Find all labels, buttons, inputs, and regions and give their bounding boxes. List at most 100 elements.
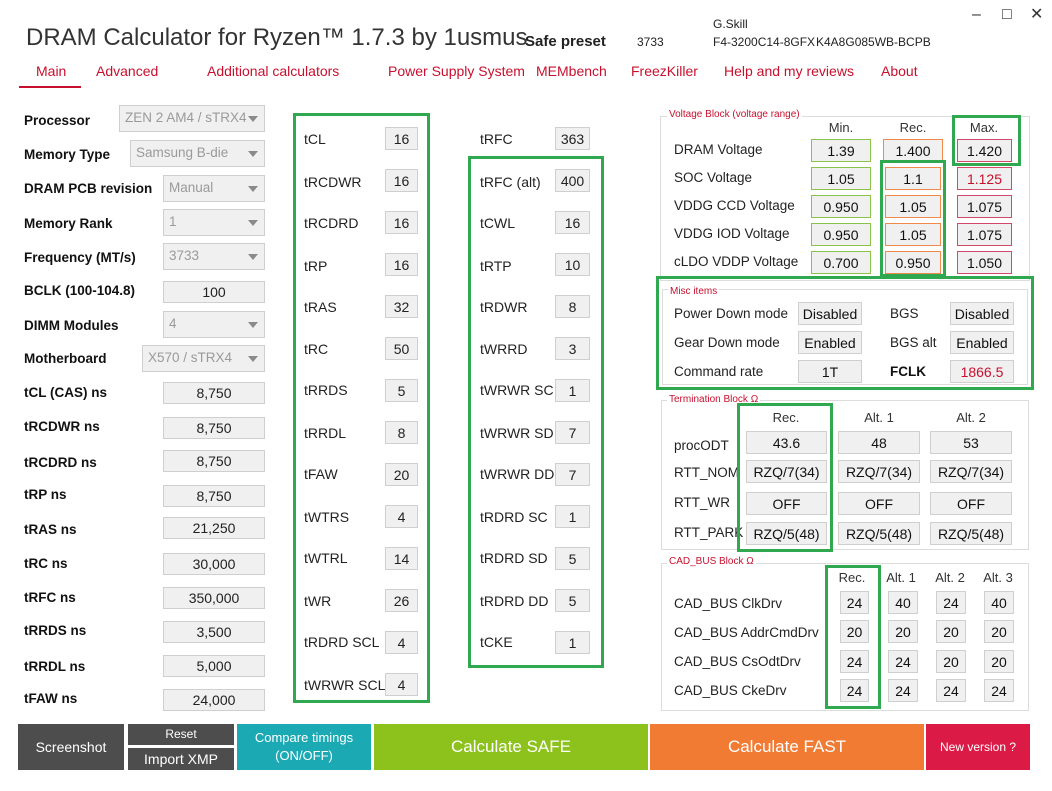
active-tab-underline <box>19 86 81 88</box>
cad-value: 20 <box>888 620 918 643</box>
calculate-fast-button[interactable]: Calculate FAST <box>650 724 924 770</box>
chevron-down-icon <box>248 254 258 260</box>
timing-label: tRFC (alt) <box>480 174 541 190</box>
memory-type-select[interactable]: Samsung B-die <box>130 140 265 167</box>
misc-block-title: Misc items <box>668 286 720 297</box>
termination-value: OFF <box>930 492 1012 515</box>
cad-value: 20 <box>984 620 1014 643</box>
minimize-icon[interactable]: – <box>972 6 981 23</box>
frequency-select[interactable]: 3733 <box>163 243 265 270</box>
timing-value: 4 <box>385 631 418 654</box>
ns-value: 8,750 <box>163 417 265 439</box>
reset-button[interactable]: Reset <box>128 724 234 745</box>
termination-header-alt1: Alt. 1 <box>864 410 894 425</box>
voltage-rec-value: 1.05 <box>885 223 941 246</box>
termination-header-rec: Rec. <box>772 410 800 425</box>
cad-value: 20 <box>936 650 966 673</box>
termination-row-label: RTT_WR <box>674 495 730 510</box>
chevron-down-icon <box>248 116 258 122</box>
timing-label: tRCDRD <box>304 215 359 231</box>
tab-about[interactable]: About <box>881 63 918 79</box>
voltage-block <box>660 116 1030 281</box>
power-down-mode-label: Power Down mode <box>674 306 789 321</box>
timing-label: tRC <box>304 341 329 357</box>
misc-block <box>662 289 1028 385</box>
ns-label: tRC ns <box>24 556 68 571</box>
app-title: DRAM Calculator for Ryzen™ 1.7.3 by 1usm… <box>26 24 528 51</box>
voltage-rec-value: 1.1 <box>885 167 941 190</box>
bgs-alt-label: BGS alt <box>890 335 937 350</box>
timing-value: 5 <box>555 589 590 612</box>
timing-value: 8 <box>555 295 590 318</box>
calculate-safe-button[interactable]: Calculate SAFE <box>374 724 648 770</box>
ns-value: 8,750 <box>163 450 265 472</box>
voltage-row-label: VDDG CCD Voltage <box>674 198 795 213</box>
memory-rank-label: Memory Rank <box>24 216 113 231</box>
timing-value: 32 <box>385 295 418 318</box>
memory-type-label: Memory Type <box>24 147 111 162</box>
ns-label: tRCDWR ns <box>24 419 100 434</box>
ns-label: tRP ns <box>24 487 67 502</box>
termination-value: RZQ/7(34) <box>746 460 827 483</box>
timing-value: 363 <box>555 127 590 150</box>
termination-row-label: RTT_PARK <box>674 525 744 540</box>
ns-label: tRRDS ns <box>24 623 87 638</box>
timing-value: 50 <box>385 337 418 360</box>
voltage-header-rec: Rec. <box>899 120 927 135</box>
import-xmp-button[interactable]: Import XMP <box>128 748 234 770</box>
maximize-icon[interactable]: □ <box>1002 6 1012 23</box>
fclk-label: FCLK <box>890 364 926 379</box>
timing-value: 16 <box>385 211 418 234</box>
processor-select[interactable]: ZEN 2 AM4 / sTRX4 <box>119 105 265 132</box>
voltage-max-value: 1.125 <box>957 167 1012 190</box>
fclk-value: 1866.5 <box>950 360 1014 383</box>
power-down-mode-value: Disabled <box>798 302 862 325</box>
termination-value: OFF <box>838 492 920 515</box>
close-icon[interactable]: ✕ <box>1030 6 1044 23</box>
compare-timings-toggle-label: (ON/OFF) <box>275 748 333 763</box>
tab-additional-calculators[interactable]: Additional calculators <box>207 63 340 79</box>
voltage-min-value: 1.39 <box>811 139 871 162</box>
pcb-revision-select[interactable]: Manual <box>163 175 265 202</box>
timings-highlight-box <box>293 113 430 703</box>
compare-timings-button[interactable]: Compare timings (ON/OFF) <box>237 724 371 770</box>
cad-header-alt3: Alt. 3 <box>983 570 1013 585</box>
cad-header-alt1: Alt. 1 <box>886 570 916 585</box>
cad-value: 24 <box>840 650 869 673</box>
new-version-button[interactable]: New version ? <box>926 724 1030 770</box>
motherboard-select[interactable]: X570 / sTRX4 <box>142 345 265 372</box>
command-rate-label: Command rate <box>674 364 764 379</box>
timing-value: 4 <box>385 673 418 696</box>
timing-value: 14 <box>385 547 418 570</box>
tab-membench[interactable]: MEMbench <box>536 63 607 79</box>
bclk-input[interactable]: 100 <box>163 281 265 303</box>
module-vendor: G.Skill <box>713 17 748 31</box>
tab-freezkiller[interactable]: FreezKiller <box>631 63 698 79</box>
ns-label: tFAW ns <box>24 691 78 706</box>
timing-value: 4 <box>385 505 418 528</box>
gear-down-mode-value: Enabled <box>798 331 862 354</box>
timing-label: tRAS <box>304 299 337 315</box>
termination-value: RZQ/5(48) <box>746 522 827 545</box>
dimm-modules-select[interactable]: 4 <box>163 311 265 338</box>
cad-value: 40 <box>888 591 918 614</box>
voltage-row-label: VDDG IOD Voltage <box>674 226 790 241</box>
voltage-min-value: 0.950 <box>811 223 871 246</box>
termination-value: OFF <box>746 492 827 515</box>
tab-help-and-reviews[interactable]: Help and my reviews <box>724 63 854 79</box>
bgs-label: BGS <box>890 306 919 321</box>
memory-rank-select[interactable]: 1 <box>163 209 265 236</box>
termination-value: 43.6 <box>746 431 827 454</box>
screenshot-button[interactable]: Screenshot <box>18 724 124 770</box>
voltage-header-max: Max. <box>969 120 999 135</box>
cad-value: 40 <box>984 591 1014 614</box>
timing-value: 20 <box>385 463 418 486</box>
termination-block <box>661 400 1029 550</box>
tab-power-supply-system[interactable]: Power Supply System <box>388 63 525 79</box>
timing-label: tRDRD SD <box>480 550 548 566</box>
voltage-max-value: 1.075 <box>957 223 1012 246</box>
tab-advanced[interactable]: Advanced <box>96 63 159 79</box>
tab-main[interactable]: Main <box>36 63 67 79</box>
timing-label: tRRDS <box>304 382 348 398</box>
